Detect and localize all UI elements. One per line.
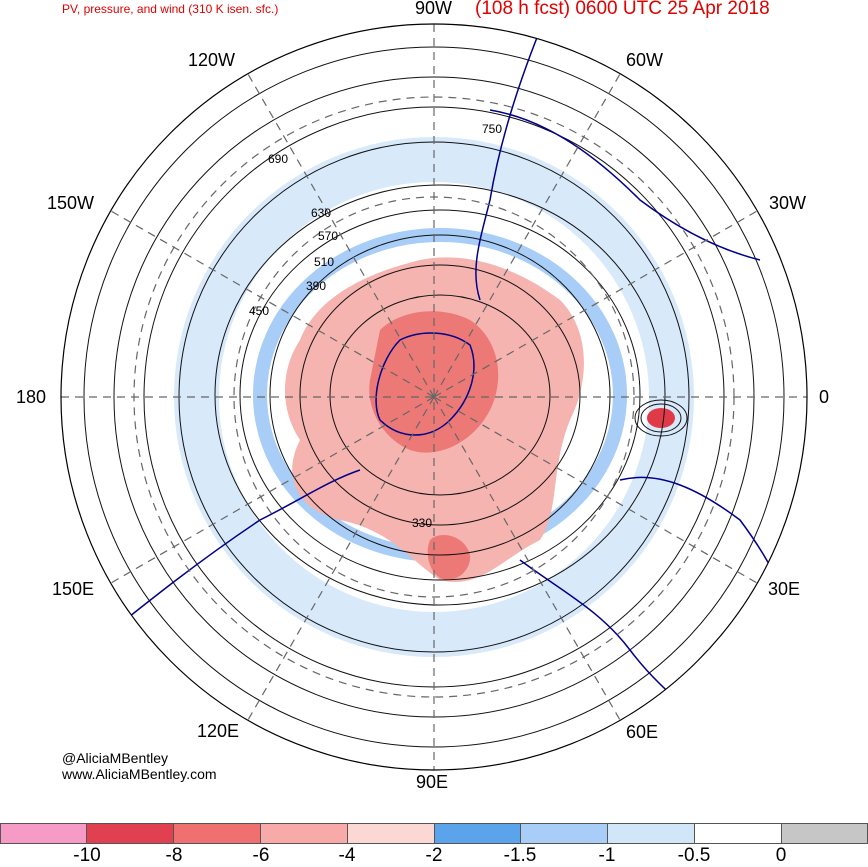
colorbar-frame [0, 823, 868, 844]
contour-label-570: 570 [318, 229, 338, 243]
colorbar-tick: -1.5 [503, 845, 537, 866]
credit-handle: @AliciaMBentley [62, 750, 169, 766]
colorbar-cell [521, 823, 609, 843]
contour-label-390: 390 [306, 279, 326, 293]
map-fields [61, 24, 807, 770]
credit-website: www.AliciaMBentley.com [62, 766, 217, 782]
colorbar-tick: -8 [165, 845, 183, 866]
lon-label-150w: 150W [47, 193, 95, 213]
colorbar-tick: 0 [775, 845, 787, 866]
colorbar-cell [782, 823, 868, 843]
lon-label-150e: 150E [52, 579, 95, 599]
contour-label-510: 510 [314, 255, 334, 269]
pv-anomaly-spot [647, 408, 675, 428]
lon-label-60e: 60E [626, 722, 659, 742]
contour-label-630: 630 [311, 206, 331, 220]
lon-label-60w: 60W [626, 50, 664, 70]
lon-label-120w: 120W [188, 50, 236, 70]
colorbar-cell [347, 823, 435, 843]
colorbar-tick: -0.5 [677, 845, 711, 866]
contour-label-group: 750 690 630 570 510 450 390 330 [249, 122, 502, 530]
colorbar [0, 823, 868, 843]
contour-label-750: 750 [482, 122, 502, 136]
lon-label-30w: 30W [769, 193, 807, 213]
colorbar-cell [260, 823, 348, 843]
product-title: PV, pressure, and wind (310 K isen. sfc.… [62, 2, 279, 16]
colorbar-cell [608, 823, 696, 843]
contour-label-690: 690 [268, 152, 288, 166]
map-border [60, 23, 808, 771]
lon-label-90e: 90E [416, 772, 449, 792]
colorbar-cell [434, 823, 522, 843]
colorbar-cell [0, 823, 87, 843]
polar-map: 750 690 630 570 510 450 390 330 [60, 23, 808, 771]
lon-label-0: 0 [819, 387, 830, 407]
lon-label-120e: 120E [197, 721, 240, 741]
lon-label-90w: 90W [415, 0, 453, 18]
colorbar-tick: -4 [338, 845, 356, 866]
lon-label-180: 180 [16, 387, 47, 407]
contour-label-450: 450 [249, 304, 269, 318]
colorbar-tick: -10 [73, 845, 101, 866]
colorbar-cell [173, 823, 261, 843]
colorbar-tick: -2 [425, 845, 443, 866]
graticule [61, 24, 807, 770]
contour-label-330: 330 [412, 516, 432, 530]
colorbar-cell [695, 823, 783, 843]
lon-label-30e: 30E [768, 579, 801, 599]
forecast-time-title: (108 h fcst) 0600 UTC 25 Apr 2018 [475, 0, 770, 19]
colorbar-cell [86, 823, 174, 843]
colorbar-tick: -6 [252, 845, 270, 866]
colorbar-tick: -1 [598, 845, 616, 866]
